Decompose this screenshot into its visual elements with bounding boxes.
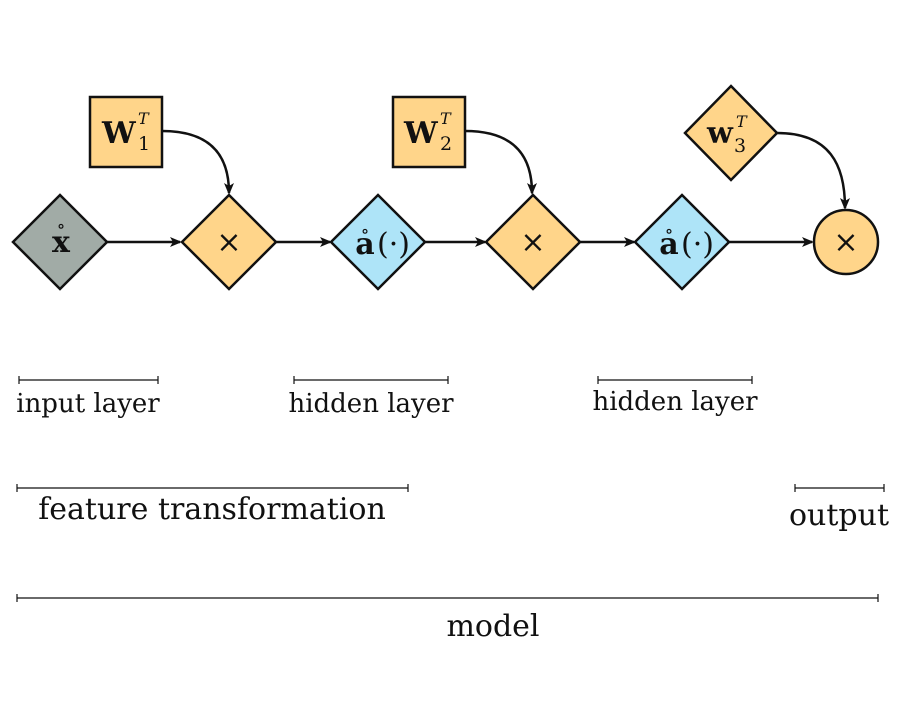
weight-w2-sub: 2 xyxy=(440,133,452,155)
weight-w3-sub: 3 xyxy=(734,135,746,157)
activation-node-2: ∘ a (·) xyxy=(633,193,731,291)
weight-w1: W T 1 xyxy=(88,95,164,169)
input-node-accent: ∘ xyxy=(57,216,66,237)
weight-w1-sup: T xyxy=(138,109,150,128)
label-input-layer: input layer xyxy=(16,389,160,419)
multiply-node-3: × xyxy=(812,208,880,276)
weight-w1-sub: 1 xyxy=(138,133,150,155)
activation-node-1-accent: ∘ xyxy=(361,221,370,242)
input-node: ∘ x xyxy=(11,193,109,291)
activation-node-2-accent: ∘ xyxy=(665,221,674,242)
input-node-symbol: x xyxy=(52,225,71,260)
brackets xyxy=(16,376,885,602)
label-hidden-layer-2: hidden layer xyxy=(592,387,758,417)
label-model: model xyxy=(446,609,539,644)
multiply-node-2-symbol: × xyxy=(520,225,545,260)
activation-node-2-suffix: (·) xyxy=(681,227,714,262)
activation-node-1-symbol: a xyxy=(355,227,374,262)
label-feature-transformation: feature transformation xyxy=(38,492,386,527)
weight-w3-sup: T xyxy=(736,112,748,131)
activation-node-2-symbol: a xyxy=(659,227,678,262)
multiply-node-1: × xyxy=(180,193,278,291)
arrow-w1-to-multiply-1 xyxy=(161,129,234,195)
label-hidden-layer-1: hidden layer xyxy=(288,389,454,419)
weight-w2-base: W xyxy=(403,116,439,151)
activation-node-1: ∘ a (·) xyxy=(329,193,427,291)
multiply-node-1-symbol: × xyxy=(216,225,241,260)
weight-w3: w T 3 xyxy=(683,84,779,182)
weight-w2: W T 2 xyxy=(391,95,467,169)
label-output: output xyxy=(789,498,889,533)
weight-w1-base: W xyxy=(101,116,137,151)
multiply-node-3-symbol: × xyxy=(833,225,858,260)
arrow-w2-to-multiply-2 xyxy=(464,129,537,195)
weight-w2-sup: T xyxy=(440,109,452,128)
activation-node-1-suffix: (·) xyxy=(377,227,410,262)
arrow-w3-to-multiply-3 xyxy=(776,131,850,210)
weight-arrows xyxy=(161,129,850,210)
weight-w3-base: w xyxy=(706,116,734,151)
multiply-node-2: × xyxy=(484,193,582,291)
